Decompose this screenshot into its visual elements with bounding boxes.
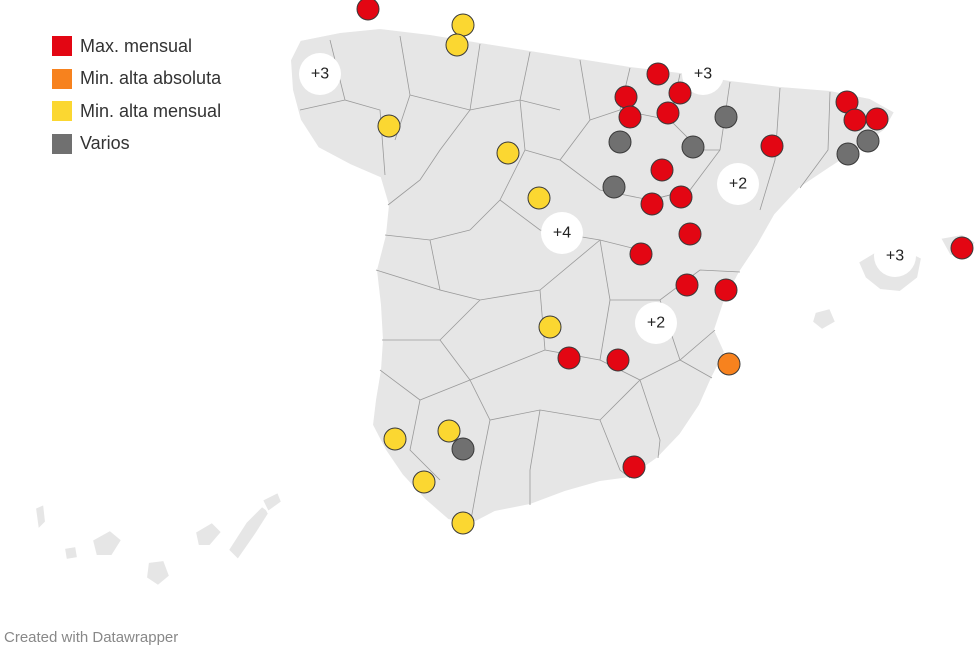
legend-label: Varios	[80, 133, 130, 154]
cluster-circle[interactable]	[635, 302, 677, 344]
cluster-circle[interactable]	[682, 53, 724, 95]
ibiza	[810, 306, 838, 332]
marker-max-mensual[interactable]	[669, 185, 693, 209]
marker-min-alta-mensual[interactable]	[496, 141, 520, 165]
marker-min-alta-mensual[interactable]	[445, 33, 469, 57]
legend-item-max-mensual: Max. mensual	[52, 30, 221, 63]
marker-layer	[356, 0, 974, 535]
cluster-bubble[interactable]: +2	[635, 302, 677, 344]
cluster-circle[interactable]	[299, 53, 341, 95]
marker-min-alta-mensual[interactable]	[437, 419, 461, 443]
datawrapper-credit: Created with Datawrapper	[4, 629, 179, 646]
marker-min-alta-mensual[interactable]	[412, 470, 436, 494]
cluster-count: +4	[553, 225, 571, 242]
canary-island-5	[193, 520, 224, 547]
legend-label: Min. alta absoluta	[80, 68, 222, 89]
marker-varios[interactable]	[836, 142, 860, 166]
cluster-bubble[interactable]: +3	[874, 235, 916, 277]
marker-max-mensual[interactable]	[640, 192, 664, 216]
marker-varios[interactable]	[451, 437, 475, 461]
mainland-spain	[288, 26, 897, 527]
marker-varios[interactable]	[714, 105, 738, 129]
legend-label: Max. mensual	[80, 35, 193, 56]
cluster-count: +2	[647, 315, 665, 332]
legend-label: Min. alta mensual	[80, 100, 222, 121]
marker-max-mensual[interactable]	[629, 242, 653, 266]
marker-max-mensual[interactable]	[675, 273, 699, 297]
legend-item-varios: Varios	[52, 128, 221, 161]
legend-swatch-min-alta-mensual	[52, 101, 72, 122]
legend-item-min-alta-mensual: Min. alta mensual	[52, 95, 221, 128]
cluster-circle[interactable]	[874, 235, 916, 277]
marker-varios[interactable]	[681, 135, 705, 159]
canary-island-3	[90, 528, 124, 557]
cluster-circle[interactable]	[717, 163, 759, 205]
marker-max-mensual[interactable]	[356, 0, 380, 21]
marker-max-mensual[interactable]	[606, 348, 630, 372]
marker-max-mensual[interactable]	[950, 236, 974, 260]
marker-max-mensual[interactable]	[646, 62, 670, 86]
marker-min-alta-absoluta[interactable]	[717, 352, 741, 376]
marker-max-mensual[interactable]	[618, 105, 642, 129]
cluster-bubble[interactable]: +3	[682, 53, 724, 95]
cluster-count: +2	[729, 176, 747, 193]
marker-min-alta-mensual[interactable]	[383, 427, 407, 451]
cluster-bubble[interactable]: +2	[717, 163, 759, 205]
canary-island-7	[260, 490, 284, 514]
marker-max-mensual[interactable]	[678, 222, 702, 246]
legend: Max. mensual Min. alta absoluta Min. alt…	[52, 30, 221, 160]
canary-island-1	[33, 502, 48, 533]
canary-island-2	[62, 544, 80, 562]
marker-min-alta-mensual[interactable]	[538, 315, 562, 339]
marker-max-mensual[interactable]	[614, 85, 638, 109]
canary-island-4	[144, 558, 172, 588]
marker-max-mensual[interactable]	[622, 455, 646, 479]
legend-swatch-max-mensual	[52, 36, 72, 57]
marker-max-mensual[interactable]	[760, 134, 784, 158]
cluster-count: +3	[311, 66, 329, 83]
legend-swatch-varios	[52, 133, 72, 154]
marker-min-alta-mensual[interactable]	[451, 511, 475, 535]
marker-max-mensual[interactable]	[714, 278, 738, 302]
marker-varios[interactable]	[608, 130, 632, 154]
marker-max-mensual[interactable]	[865, 107, 889, 131]
cluster-count: +3	[694, 66, 712, 83]
cluster-bubble[interactable]: +4	[541, 212, 583, 254]
marker-max-mensual[interactable]	[843, 108, 867, 132]
marker-min-alta-mensual[interactable]	[451, 13, 475, 37]
marker-varios[interactable]	[856, 129, 880, 153]
cluster-count: +3	[886, 248, 904, 265]
legend-swatch-min-alta-absoluta	[52, 68, 72, 89]
marker-min-alta-mensual[interactable]	[377, 114, 401, 138]
marker-max-mensual[interactable]	[668, 81, 692, 105]
canary-island-6	[226, 504, 272, 562]
marker-min-alta-mensual[interactable]	[527, 186, 551, 210]
legend-item-min-alta-absoluta: Min. alta absoluta	[52, 63, 221, 96]
marker-max-mensual[interactable]	[557, 346, 581, 370]
cluster-circle[interactable]	[541, 212, 583, 254]
marker-max-mensual[interactable]	[656, 101, 680, 125]
marker-max-mensual[interactable]	[650, 158, 674, 182]
cluster-bubble[interactable]: +3	[299, 53, 341, 95]
cluster-layer: +3 +3 +2 +4 +3 +2	[299, 53, 916, 344]
marker-varios[interactable]	[602, 175, 626, 199]
